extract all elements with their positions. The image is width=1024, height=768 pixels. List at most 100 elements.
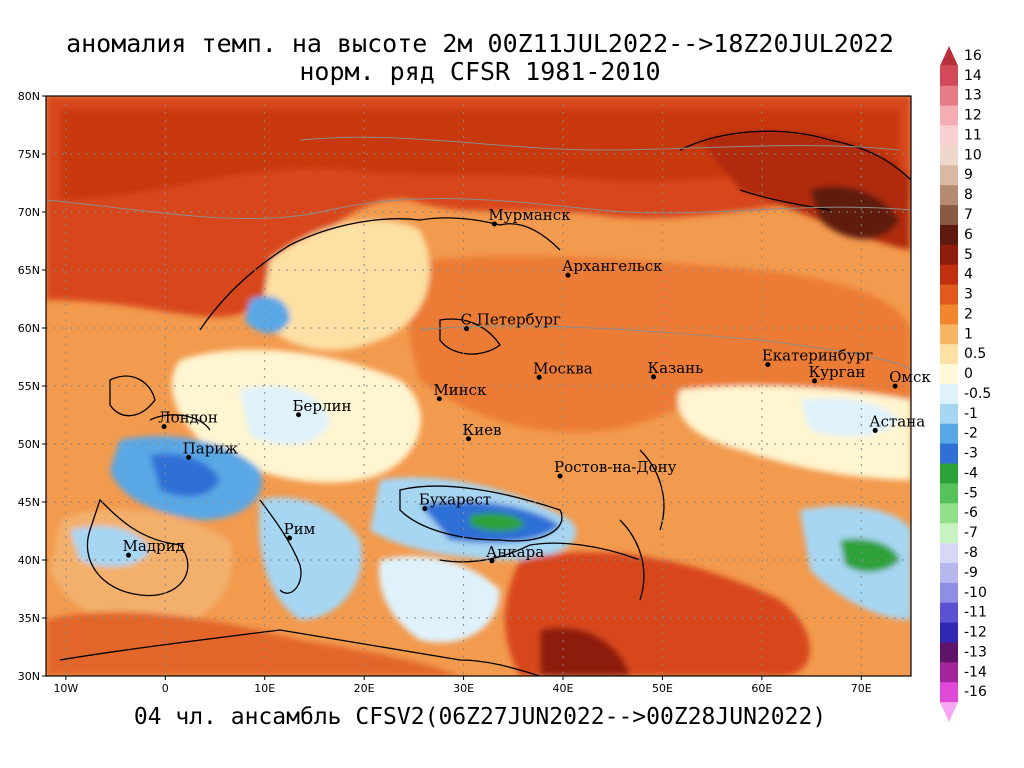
colorbar-label: 9: [964, 167, 973, 183]
city-dot: [287, 535, 293, 541]
colorbar-swatch: [940, 145, 958, 166]
anomaly-region: [260, 220, 430, 351]
colorbar-swatch: [940, 642, 958, 663]
colorbar-label: 13: [964, 88, 982, 104]
coastline: [109, 375, 156, 417]
coastline: [199, 217, 561, 331]
colorbar-swatch: [940, 105, 958, 127]
colorbar-label: -4: [964, 465, 978, 481]
colorbar-label: -6: [964, 505, 978, 521]
colorbar-swatch: [940, 423, 958, 445]
colorbar-swatch: [940, 364, 958, 385]
colorbar-swatch: [940, 384, 958, 405]
coastline: [399, 485, 563, 542]
colorbar-cap-top: [940, 46, 958, 66]
anomaly-region: [245, 296, 290, 334]
colorbar-swatch: [940, 602, 958, 624]
contour-line: [46, 197, 911, 220]
city-dot: [491, 221, 497, 227]
city-label: Омск: [889, 368, 931, 386]
city-label: Анкара: [486, 543, 544, 561]
anomaly-region: [379, 556, 500, 643]
coastline: [439, 542, 641, 563]
colorbar-swatch: [940, 85, 958, 107]
colorbar-swatch: [940, 403, 958, 425]
colorbar-swatch: [940, 682, 958, 703]
chart-title-line2: норм. ряд CFSR 1981-2010: [299, 57, 661, 86]
city-label: Астана: [869, 412, 925, 430]
colorbar-swatch: [940, 622, 958, 643]
lon-tick-label: 10E: [254, 682, 275, 695]
city-label: Рим: [284, 520, 316, 538]
colorbar-swatch: [940, 205, 958, 226]
lon-tick-label: 30E: [453, 682, 474, 695]
city-label: Париж: [183, 439, 239, 457]
colorbar-swatch: [940, 543, 958, 564]
anomaly-region: [470, 513, 525, 532]
colorbar-label: -14: [964, 664, 987, 680]
lat-tick-label: 55N: [18, 380, 40, 393]
longitude-axis: 10W 0 10E 20E 30E 40E 50E 60E 70E: [53, 676, 872, 695]
colorbar-label: 5: [964, 247, 973, 263]
city-label: Казань: [647, 359, 703, 377]
lat-tick-label: 80N: [18, 90, 40, 103]
city-dot: [812, 378, 818, 384]
lat-tick-label: 40N: [18, 554, 40, 567]
colorbar-label: -12: [964, 625, 987, 641]
city-dot: [296, 412, 302, 418]
city-label: Берлин: [293, 397, 352, 415]
city-label: Мурманск: [488, 206, 571, 224]
colorbar-swatch: [940, 582, 958, 604]
city-label: Екатеринбург: [762, 347, 873, 365]
grid-lines: [46, 96, 911, 676]
colorbar-swatch: [940, 562, 958, 584]
colorbar-label: -9: [964, 565, 978, 581]
colorbar-label: 1: [964, 326, 973, 342]
anomaly-region: [259, 497, 362, 620]
city-label: Архангельск: [562, 257, 663, 275]
lat-tick-label: 45N: [18, 496, 40, 509]
city-label: Мадрид: [123, 537, 185, 555]
colorbar-swatch: [940, 503, 958, 524]
colorbar-label: 2: [964, 306, 973, 322]
colorbar-label: 12: [964, 108, 982, 124]
latitude-axis: 80N 75N 70N 65N 60N 55N 50N 45N 40N 35N 30N: [18, 90, 46, 683]
city-dot: [565, 272, 571, 278]
coastline: [149, 414, 211, 431]
city-dot: [161, 424, 167, 430]
coastline: [439, 318, 501, 355]
colorbar-label: -11: [964, 605, 987, 621]
city-dot: [186, 454, 192, 460]
city-dot: [872, 427, 878, 433]
city-dot: [422, 506, 428, 512]
coastline: [739, 189, 831, 211]
colorbar: 16 14 13 12 11 10 9 8 7 6 5 4 3 2 1 0.5 0 -0.5 -1 -2 -3 -4 -5 -…: [940, 46, 991, 722]
temperature-anomaly-field: [46, 96, 911, 676]
city-dot: [892, 383, 898, 389]
lat-tick-label: 50N: [18, 438, 40, 451]
lat-tick-label: 75N: [18, 148, 40, 161]
contour-line: [299, 136, 901, 151]
lon-tick-label: 40E: [553, 682, 574, 695]
chart-title-line1: аномалия темп. на высоте 2м 00Z11JUL2022…: [66, 29, 894, 58]
lon-tick-label: 0: [162, 682, 169, 695]
city-dot: [536, 374, 542, 380]
lat-tick-label: 65N: [18, 264, 40, 277]
lon-tick-label: 10W: [53, 682, 78, 695]
lon-tick-label: 20E: [354, 682, 375, 695]
colorbar-label: 0.5: [964, 346, 986, 362]
colorbar-swatch: [940, 284, 958, 305]
colorbar-swatch: [940, 662, 958, 683]
city-dot: [126, 552, 132, 558]
city-label: Бухарест: [419, 491, 491, 509]
coastline: [619, 519, 645, 601]
city-label: Минск: [433, 381, 487, 399]
colorbar-label: 0: [964, 366, 973, 382]
anomaly-region: [800, 398, 900, 437]
anomaly-region: [810, 186, 900, 239]
lat-tick-label: 30N: [18, 670, 40, 683]
colorbar-label: -13: [964, 644, 987, 660]
ensemble-subtitle: 04 чл. ансамбль CFSV2(06Z27JUN2022-->00Z…: [133, 704, 827, 730]
colorbar-label: -8: [964, 545, 978, 561]
colorbar-swatch: [940, 165, 958, 186]
